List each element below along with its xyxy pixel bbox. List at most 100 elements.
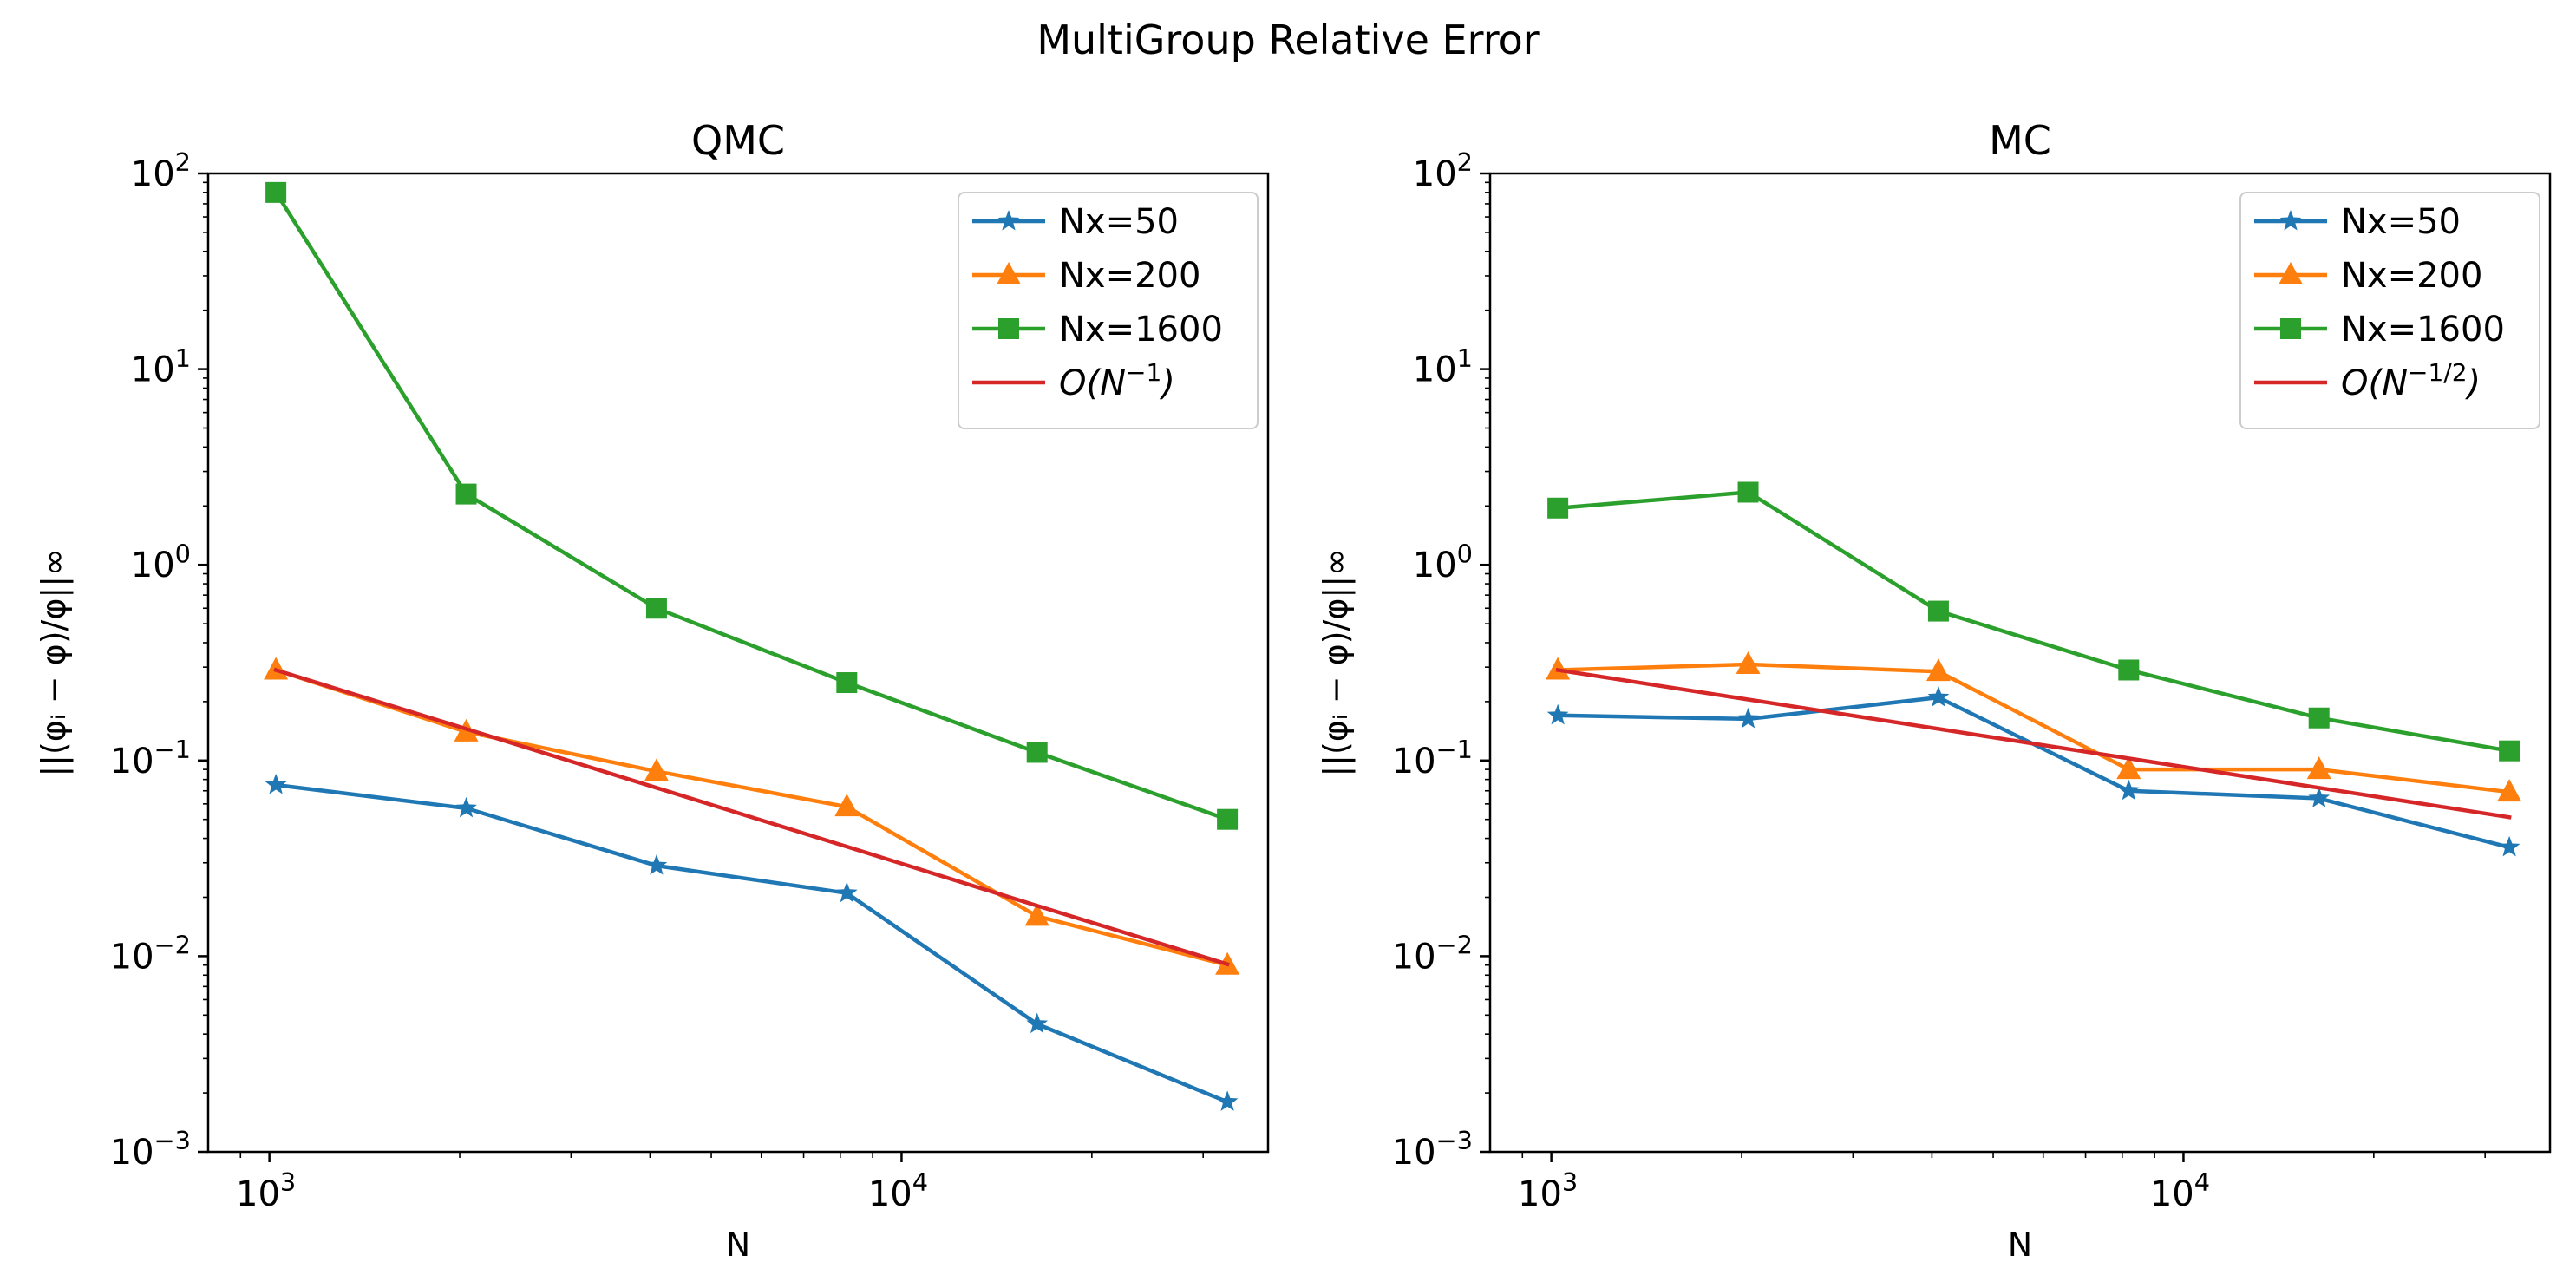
y-tick-label-base: 10 [131, 350, 175, 390]
data-point [1927, 600, 1949, 622]
y-tick-label-exp: 0 [1457, 539, 1473, 568]
data-point [1546, 703, 1569, 725]
y-tick-label-base: 10 [131, 546, 175, 585]
x-tick-label-base: 10 [868, 1174, 912, 1214]
figure-title: MultiGroup Relative Error [1036, 16, 1539, 63]
x-tick-label-base: 10 [2150, 1174, 2194, 1214]
data-point [1217, 808, 1239, 830]
legend-swatch-marker [2279, 210, 2302, 231]
y-tick-label-exp: 2 [175, 147, 191, 177]
data-point [2306, 756, 2331, 780]
y-tick-label-base: 10 [1413, 154, 1457, 194]
data-point [1927, 686, 1950, 707]
series-line-reference [1555, 667, 2512, 820]
x-tick-label: 104 [868, 1167, 928, 1214]
legend-entry-label: Nx=1600 [1059, 310, 1223, 350]
series-line-nx1600 [1555, 490, 2512, 754]
legend-entry-label-close: ) [1159, 363, 1175, 403]
legend-entry-label-base: O(N [2341, 363, 2408, 403]
data-point [265, 181, 287, 203]
y-tick-label-base: 10 [110, 1133, 154, 1173]
y-tick-label-exp: 0 [175, 539, 191, 568]
legend-entry-label: O(N−1/2) [2341, 358, 2481, 403]
series-group [264, 181, 1240, 1111]
legend-entry-label: Nx=200 [2341, 256, 2482, 296]
y-tick-label-exp: −1 [1436, 735, 1473, 764]
y-tick-label: 10−2 [1392, 931, 1473, 977]
legend-entry-label-exp: −1 [1126, 358, 1161, 387]
legend-swatch-marker [2279, 262, 2303, 284]
series-line-nx50 [273, 782, 1231, 1105]
legend-swatch-marker [2280, 318, 2301, 339]
y-tick-label-exp: −1 [154, 735, 191, 764]
legend-frame [2239, 192, 2540, 429]
data-point [2308, 707, 2330, 729]
x-tick-label: 103 [236, 1167, 296, 1214]
y-tick-label-exp: 1 [1457, 343, 1473, 373]
x-axis-label: N [726, 1226, 750, 1264]
y-tick-label: 102 [131, 147, 191, 194]
y-tick-label: 10−3 [110, 1126, 191, 1173]
data-point [835, 881, 858, 903]
y-tick-label-exp: 2 [1457, 147, 1473, 177]
legend-entry-label-base: O(N [1059, 363, 1126, 403]
y-tick-label-base: 10 [110, 742, 154, 781]
data-point [265, 773, 287, 794]
chart-title: MC [1989, 117, 2051, 164]
data-point [1737, 707, 1759, 729]
y-tick-label: 102 [1413, 147, 1473, 194]
x-axis-label: N [2008, 1226, 2032, 1264]
y-tick-label-exp: 1 [175, 343, 191, 373]
data-point [1547, 497, 1569, 519]
y-tick-label-exp: −2 [154, 931, 191, 960]
y-axis-label: ||(φᵢ − φ)/φ||∞ [35, 548, 74, 776]
legend-entry-label: Nx=200 [1059, 256, 1200, 296]
data-point [1026, 742, 1048, 763]
y-tick-label-base: 10 [131, 154, 175, 194]
data-point [2116, 756, 2141, 780]
series-group [1546, 481, 2522, 857]
x-tick-label-exp: 3 [1562, 1167, 1578, 1197]
y-tick-label-exp: −3 [1436, 1126, 1473, 1155]
x-tick-label-exp: 4 [2194, 1167, 2210, 1197]
legend-frame [958, 192, 1259, 429]
legend: Nx=50 Nx=200 Nx=1600 O(N−1/2) [2239, 192, 2540, 429]
y-axis-label: ||(φᵢ − φ)/φ||∞ [1317, 548, 1356, 776]
plot-area-frame [1488, 172, 2552, 1154]
legend-entry-label: O(N−1) [1059, 358, 1175, 403]
legend-swatch-marker [997, 262, 1021, 284]
chart-title: QMC [691, 117, 785, 164]
data-point [834, 794, 860, 817]
data-point [2498, 835, 2520, 857]
data-point [2118, 659, 2140, 681]
data-point [1736, 651, 1761, 674]
y-tick-label: 100 [1413, 539, 1473, 585]
y-tick-label-base: 10 [1392, 742, 1436, 781]
y-tick-label: 10−3 [1392, 1126, 1473, 1173]
series-line-nx200 [1555, 662, 2512, 794]
x-tick-label-exp: 4 [912, 1167, 928, 1197]
legend-entry-label: Nx=50 [2341, 202, 2461, 242]
plot-area-frame [206, 172, 1270, 1154]
y-tick-label-base: 10 [1392, 937, 1436, 977]
chart-panel-mc: MCN||(φᵢ − φ)/φ||∞10−310−210−11001011021… [1317, 117, 2552, 1264]
data-point [2499, 740, 2520, 762]
y-tick-label: 101 [131, 343, 191, 390]
legend: Nx=50 Nx=200 Nx=1600 O(N−1) [958, 192, 1259, 429]
data-point [836, 672, 858, 694]
data-point [455, 483, 477, 505]
y-tick-label: 101 [1413, 343, 1473, 390]
data-point [1925, 658, 1951, 682]
data-point [1024, 903, 1049, 926]
y-tick-label-base: 10 [110, 937, 154, 977]
series-line-nx1600 [273, 189, 1230, 822]
y-tick-label-base: 10 [1413, 546, 1457, 585]
y-tick-label: 100 [131, 539, 191, 585]
x-tick-label-exp: 3 [280, 1167, 296, 1197]
data-point [2497, 779, 2522, 802]
series-line-reference [273, 667, 1230, 967]
legend-swatch-marker [998, 318, 1019, 339]
data-point [644, 758, 669, 781]
